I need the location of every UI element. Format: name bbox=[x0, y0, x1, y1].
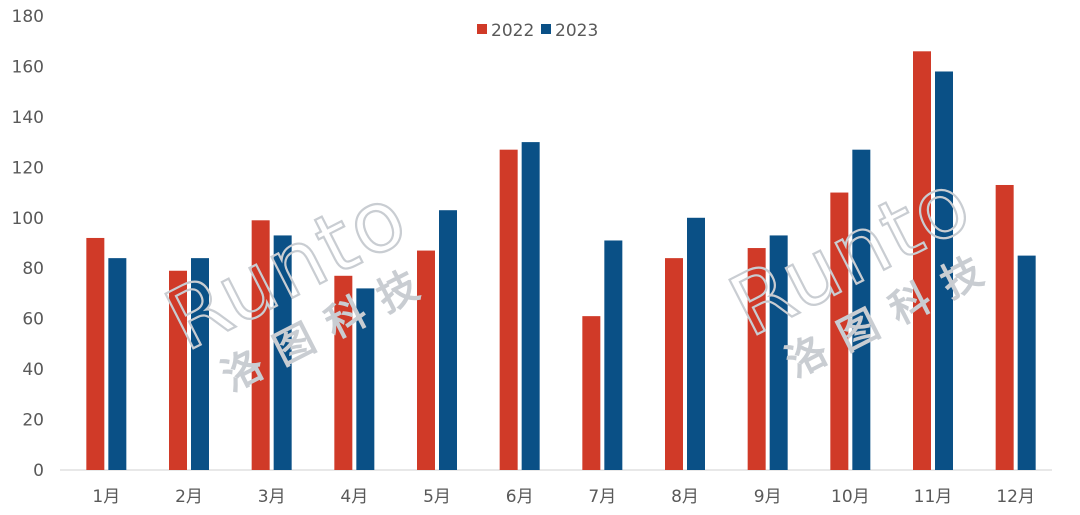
x-tick-label: 11月 bbox=[914, 487, 953, 507]
y-tick-label: 0 bbox=[33, 461, 44, 481]
x-tick-label: 5月 bbox=[423, 487, 451, 507]
bar-2023-11 bbox=[935, 71, 953, 470]
bars bbox=[86, 51, 1036, 471]
legend: 2022 2023 bbox=[477, 21, 598, 41]
y-axis: 0 20 40 60 80 100 120 140 160 180 bbox=[12, 7, 44, 481]
x-tick-label: 3月 bbox=[258, 487, 286, 507]
bar-2023-4 bbox=[356, 288, 375, 470]
bar-2022-8 bbox=[665, 258, 683, 470]
y-tick-label: 180 bbox=[12, 7, 44, 27]
bar-2023-2 bbox=[191, 258, 209, 470]
x-tick-label: 6月 bbox=[506, 487, 534, 507]
bar-2022-1 bbox=[86, 237, 105, 470]
y-tick-label: 120 bbox=[12, 158, 44, 178]
x-tick-label: 7月 bbox=[588, 487, 616, 507]
x-tick-label: 10月 bbox=[831, 487, 870, 507]
bar-2023-5 bbox=[439, 210, 457, 470]
bar-2022-4 bbox=[334, 275, 353, 470]
bar-2023-12 bbox=[1017, 255, 1036, 470]
bar-2023-3 bbox=[273, 235, 292, 470]
bar-2023-9 bbox=[769, 235, 788, 470]
bar-2022-7 bbox=[582, 316, 601, 470]
legend-label-2023: 2023 bbox=[555, 21, 598, 41]
y-tick-label: 80 bbox=[22, 259, 44, 279]
x-tick-label: 9月 bbox=[754, 487, 782, 507]
y-tick-label: 60 bbox=[22, 310, 44, 330]
legend-swatch-2022 bbox=[477, 24, 487, 34]
bar-2022-9 bbox=[747, 248, 766, 470]
bar-2023-1 bbox=[108, 258, 127, 470]
bar-2023-10 bbox=[852, 149, 871, 470]
bar-2022-6 bbox=[499, 149, 518, 470]
bar-2022-12 bbox=[995, 184, 1014, 470]
x-tick-label: 12月 bbox=[996, 487, 1035, 507]
bar-2023-6 bbox=[521, 142, 540, 470]
bar-2022-11 bbox=[913, 51, 931, 471]
x-tick-label: 8月 bbox=[671, 487, 699, 507]
bar-2022-3 bbox=[251, 220, 270, 470]
bar-2022-10 bbox=[830, 192, 849, 471]
legend-swatch-2023 bbox=[541, 24, 551, 34]
bar-2022-5 bbox=[417, 250, 435, 470]
bar-2023-8 bbox=[687, 217, 705, 470]
x-axis: 1月 2月 3月 4月 5月 6月 7月 8月 9月 10月 11月 12月 bbox=[60, 469, 1052, 507]
bar-2023-7 bbox=[604, 240, 623, 470]
bar-2022-2 bbox=[169, 270, 187, 470]
legend-label-2022: 2022 bbox=[491, 21, 534, 41]
y-tick-label: 20 bbox=[22, 411, 44, 431]
y-tick-label: 100 bbox=[12, 209, 44, 229]
x-tick-label: 1月 bbox=[92, 487, 120, 507]
x-tick-label: 2月 bbox=[175, 487, 203, 507]
x-tick-label: 4月 bbox=[340, 487, 368, 507]
y-tick-label: 140 bbox=[12, 108, 44, 128]
y-tick-label: 160 bbox=[12, 57, 44, 77]
y-tick-label: 40 bbox=[22, 360, 44, 380]
